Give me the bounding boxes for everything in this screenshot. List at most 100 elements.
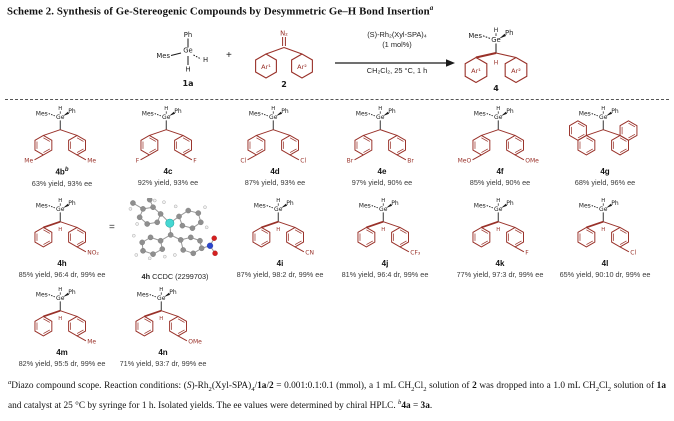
svg-text:OMe: OMe bbox=[525, 157, 539, 164]
svg-text:Mes: Mes bbox=[142, 111, 154, 118]
svg-text:Ge: Ge bbox=[157, 295, 166, 302]
svg-text:Ph: Ph bbox=[506, 108, 514, 115]
ccdc-caption: 4h CCDC (2299703) bbox=[141, 272, 209, 281]
svg-text:Ph: Ph bbox=[68, 200, 76, 207]
svg-text:Mes: Mes bbox=[36, 292, 48, 299]
svg-text:Br: Br bbox=[407, 157, 414, 164]
svg-text:Ph: Ph bbox=[169, 289, 177, 296]
footnote: aDiazo compound scope. Reaction conditio… bbox=[8, 379, 666, 412]
svg-text:H: H bbox=[271, 106, 275, 112]
svg-text:H: H bbox=[601, 198, 605, 204]
svg-text:Ge: Ge bbox=[494, 114, 503, 121]
compound-label-4i: 4i bbox=[276, 259, 284, 268]
svg-text:F: F bbox=[525, 249, 529, 256]
svg-text:Cl: Cl bbox=[240, 157, 246, 164]
compound-label-4b: 4bb bbox=[55, 167, 69, 177]
compound-card-4k: H Mes Ge Ph H F 4k 77% yield, 97:3 dr, 99% ee bbox=[448, 196, 552, 279]
svg-text:Ph: Ph bbox=[505, 29, 513, 37]
compound-card-4i: H Mes Ge Ph H CN 4i 87% yield, 98:2 dr, 99% ee bbox=[228, 196, 332, 279]
compound-label-4g: 4g bbox=[600, 167, 610, 176]
svg-text:Ph: Ph bbox=[611, 200, 619, 207]
yield-text-4f: 85% yield, 90% ee bbox=[469, 178, 531, 187]
svg-text:Ph: Ph bbox=[174, 108, 182, 115]
svg-text:Ph: Ph bbox=[391, 200, 399, 207]
svg-text:CN: CN bbox=[305, 249, 314, 256]
svg-text:Cl: Cl bbox=[300, 157, 306, 164]
yield-text-4n: 71% yield, 93:7 dr, 99% ee bbox=[119, 359, 207, 368]
svg-text:Ge: Ge bbox=[183, 47, 192, 55]
germanium-atom bbox=[165, 218, 175, 228]
svg-text:H: H bbox=[496, 227, 500, 233]
svg-text:H: H bbox=[203, 56, 208, 64]
structure-diazo-2: N₂ Ar¹ Ar² 2 bbox=[255, 30, 313, 89]
svg-text:Ge: Ge bbox=[599, 114, 608, 121]
yield-text-4c: 92% yield, 93% ee bbox=[137, 178, 199, 187]
svg-text:H: H bbox=[494, 60, 499, 67]
svg-text:Ge: Ge bbox=[494, 206, 503, 213]
compound-label-4m: 4m bbox=[56, 348, 68, 357]
catalyst-line: (S)-Rh₂(Xyl-SPA)₄ bbox=[367, 30, 427, 39]
compound-card-4g: H Mes Ge Ph 4g 68% yield, 96% ee bbox=[553, 104, 657, 187]
svg-text:H: H bbox=[378, 106, 382, 112]
svg-text:Ar¹: Ar¹ bbox=[261, 63, 271, 71]
svg-text:Ar²: Ar² bbox=[297, 63, 307, 71]
svg-text:Ge: Ge bbox=[162, 114, 171, 121]
compound-label-4c: 4c bbox=[163, 167, 173, 176]
svg-text:NO₂: NO₂ bbox=[87, 249, 99, 256]
svg-text:H: H bbox=[58, 316, 62, 322]
compound-card-4l: H Mes Ge Ph H Cl 4l 65% yield, 90:10 dr, 99% ee bbox=[553, 196, 657, 279]
svg-text:H: H bbox=[58, 287, 62, 293]
scheme-title: Scheme 2. Synthesis of Ge-Stereogenic Co… bbox=[7, 4, 667, 18]
svg-text:Mes: Mes bbox=[468, 32, 482, 40]
svg-text:1a: 1a bbox=[183, 79, 194, 88]
svg-text:Mes: Mes bbox=[36, 111, 48, 118]
yield-text-4h: 85% yield, 96:4 dr, 99% ee bbox=[18, 270, 106, 279]
svg-text:Mes: Mes bbox=[474, 111, 486, 118]
svg-text:H: H bbox=[381, 198, 385, 204]
svg-text:Mes: Mes bbox=[36, 203, 48, 210]
plus-sign: + bbox=[226, 50, 232, 61]
svg-text:H: H bbox=[185, 66, 190, 74]
svg-text:Mes: Mes bbox=[249, 111, 261, 118]
svg-text:Ar²: Ar² bbox=[511, 67, 521, 75]
yield-text-4j: 81% yield, 96:4 dr, 99% ee bbox=[341, 270, 429, 279]
svg-text:Ar¹: Ar¹ bbox=[471, 67, 481, 75]
svg-text:Ge: Ge bbox=[274, 206, 283, 213]
yield-text-4i: 87% yield, 98:2 dr, 99% ee bbox=[236, 270, 324, 279]
svg-text:H: H bbox=[159, 287, 163, 293]
scheme-title-text: Scheme 2. Synthesis of Ge-Stereogenic Co… bbox=[7, 5, 430, 18]
svg-text:Ph: Ph bbox=[68, 108, 76, 115]
svg-text:H: H bbox=[276, 227, 280, 233]
svg-text:H: H bbox=[58, 198, 62, 204]
svg-text:H: H bbox=[496, 198, 500, 204]
svg-text:Mes: Mes bbox=[359, 203, 371, 210]
svg-text:Mes: Mes bbox=[579, 111, 591, 118]
catalyst-loading-line: (1 mol%) bbox=[382, 40, 412, 49]
svg-text:Me: Me bbox=[87, 338, 96, 345]
svg-text:CF₃: CF₃ bbox=[410, 249, 421, 256]
svg-text:Ph: Ph bbox=[286, 200, 294, 207]
svg-text:Mes: Mes bbox=[254, 203, 266, 210]
equals-sign: = bbox=[109, 222, 115, 233]
svg-text:H: H bbox=[58, 106, 62, 112]
dashed-divider bbox=[5, 99, 669, 100]
svg-text:F: F bbox=[193, 157, 197, 164]
svg-text:Ge: Ge bbox=[56, 295, 65, 302]
compound-label-4e: 4e bbox=[377, 167, 387, 176]
svg-text:Cl: Cl bbox=[630, 249, 636, 256]
svg-text:F: F bbox=[136, 157, 140, 164]
compound-label-4f: 4f bbox=[496, 167, 504, 176]
svg-text:Mes: Mes bbox=[579, 203, 591, 210]
compound-card-4d: H Mes Ge Ph Cl Cl 4d 87% yield, 93% ee bbox=[223, 104, 327, 187]
compound-label-4l: 4l bbox=[601, 259, 609, 268]
svg-text:2: 2 bbox=[281, 80, 287, 89]
yield-text-4m: 82% yield, 95:5 dr, 99% ee bbox=[18, 359, 106, 368]
svg-text:Ph: Ph bbox=[68, 289, 76, 296]
structure-reactant-1a: Ph Ge Mes H H 1a bbox=[156, 31, 208, 88]
